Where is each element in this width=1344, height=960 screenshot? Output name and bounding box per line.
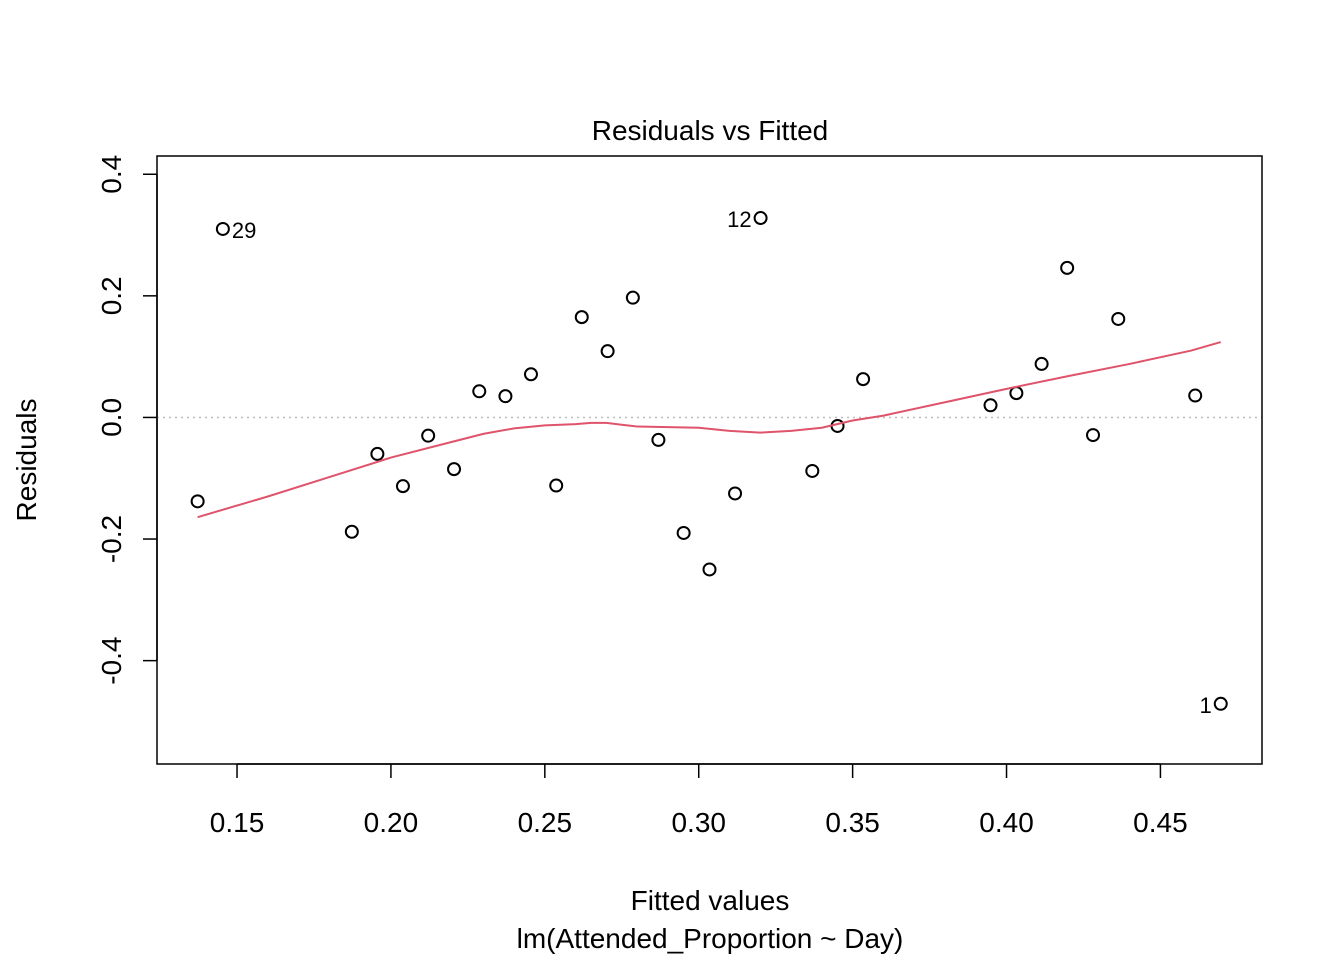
data-point (728, 486, 743, 501)
x-axis-subtitle: lm(Attended_Proportion ~ Day) (517, 923, 904, 954)
x-tick-label: 0.30 (671, 807, 726, 838)
data-point (370, 446, 385, 461)
y-tick-label: 0.4 (96, 155, 127, 194)
x-axis: 0.15 0.20 0.25 0.30 0.35 0.40 0.45 (210, 763, 1188, 838)
x-tick-label: 0.35 (825, 807, 880, 838)
data-point (395, 479, 410, 494)
point-label: 12 (727, 207, 751, 232)
y-tick-label: -0.4 (96, 637, 127, 685)
data-point (651, 432, 666, 447)
outlier-labels: 29 12 1 (232, 207, 1212, 718)
plot-frame (156, 155, 1263, 765)
data-point (190, 494, 205, 509)
x-axis-label: Fitted values (631, 885, 790, 916)
data-point (447, 462, 462, 477)
data-point (549, 478, 564, 493)
data-point (856, 372, 871, 387)
data-point (753, 211, 768, 226)
point-label: 29 (232, 218, 256, 243)
chart-title: Residuals vs Fitted (592, 115, 829, 146)
data-point (1213, 696, 1228, 711)
data-point (600, 344, 615, 359)
data-point (1188, 388, 1203, 403)
data-point (1009, 386, 1024, 401)
data-point (676, 525, 691, 540)
data-point (574, 310, 589, 325)
y-tick-label: 0.2 (96, 276, 127, 315)
data-point (983, 398, 998, 413)
y-axis-label: Residuals (11, 399, 42, 522)
y-tick-label: -0.2 (96, 515, 127, 563)
data-point (215, 221, 230, 236)
point-label: 1 (1200, 693, 1212, 718)
data-point (1111, 311, 1126, 326)
data-point (1060, 260, 1075, 275)
data-point (1086, 428, 1101, 443)
x-tick-label: 0.15 (210, 807, 265, 838)
data-point (625, 290, 640, 305)
x-tick-label: 0.40 (979, 807, 1034, 838)
data-point (1034, 356, 1049, 371)
data-point (421, 428, 436, 443)
data-point (344, 524, 359, 539)
data-point (702, 562, 717, 577)
smooth-line (197, 341, 1222, 519)
data-point (805, 463, 820, 478)
y-axis: -0.4 -0.2 0.0 0.2 0.4 (96, 155, 158, 685)
data-point (523, 367, 538, 382)
data-point (472, 384, 487, 399)
data-points (190, 211, 1228, 711)
x-tick-label: 0.45 (1133, 807, 1188, 838)
y-tick-label: 0.0 (96, 398, 127, 437)
x-tick-label: 0.20 (364, 807, 419, 838)
data-point (498, 389, 513, 404)
x-tick-label: 0.25 (518, 807, 573, 838)
